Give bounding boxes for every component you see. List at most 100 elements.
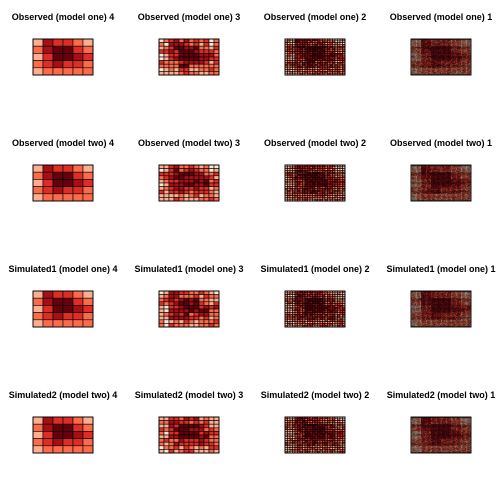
- heatmap-cell: [454, 188, 457, 190]
- heatmap-cell: [439, 185, 442, 187]
- heatmap-cell: [467, 71, 469, 73]
- heatmap-cell: [429, 191, 432, 194]
- heatmap-cell: [464, 43, 467, 45]
- heatmap-cell: [457, 168, 459, 170]
- heatmap-cell: [450, 175, 453, 177]
- heatmap-cell: [462, 170, 464, 172]
- heatmap-cell: [458, 176, 460, 178]
- heatmap-cell: [459, 47, 462, 50]
- heatmap-cell: [419, 175, 422, 177]
- heatmap-cell: [468, 187, 470, 189]
- heatmap-cell: [434, 73, 437, 75]
- heatmap-cell: [464, 71, 467, 73]
- heatmap-cell: [429, 73, 432, 75]
- heatmap-cell: [178, 42, 185, 47]
- heatmap-cell: [432, 64, 434, 67]
- heatmap-cell: [455, 41, 458, 43]
- heatmap-cell: [438, 71, 440, 73]
- heatmap-cell: [420, 183, 423, 185]
- heatmap-cell: [52, 186, 64, 195]
- heatmap-cell: [423, 68, 425, 70]
- heatmap-cell: [459, 167, 462, 169]
- heatmap-cell: [419, 45, 422, 47]
- heatmap-cell: [445, 56, 448, 59]
- heatmap-cell: [208, 197, 215, 202]
- heatmap-cell: [444, 55, 447, 57]
- heatmap-cell: [430, 166, 433, 168]
- heatmap-cell: [178, 67, 185, 72]
- heatmap-cell: [424, 169, 427, 171]
- heatmap-cell: [464, 170, 467, 172]
- heatmap-cell: [443, 43, 445, 45]
- heatmap-cell: [422, 70, 424, 72]
- heatmap-cell: [443, 55, 445, 58]
- heatmap-cell: [464, 197, 467, 199]
- heatmap-cell: [439, 71, 442, 73]
- heatmap-cell: [468, 188, 470, 190]
- heatmap-cell: [415, 187, 418, 189]
- heatmap-cell: [438, 170, 440, 172]
- heatmap-cell: [454, 190, 457, 193]
- heatmap-cell: [454, 46, 457, 49]
- heatmap-cell: [435, 174, 438, 176]
- heatmap-cell: [462, 197, 464, 199]
- heatmap-cell: [439, 59, 442, 61]
- heatmap-cell: [429, 68, 432, 70]
- heatmap-cell: [427, 69, 429, 71]
- heatmap-cell: [213, 42, 220, 47]
- heatmap-cell: [452, 197, 454, 199]
- heatmap-cell: [417, 185, 419, 187]
- heatmap-cell: [435, 45, 438, 47]
- heatmap-cell: [447, 72, 449, 74]
- heatmap-cell: [423, 197, 425, 199]
- heatmap-cell: [454, 170, 457, 172]
- heatmap-cell: [439, 45, 442, 47]
- heatmap-cell: [464, 196, 467, 198]
- heatmap-cell: [423, 185, 425, 187]
- heatmap-cell: [454, 61, 457, 63]
- heatmap-cell: [173, 179, 180, 184]
- heatmap-cell: [447, 172, 449, 175]
- heatmap-cell: [430, 187, 433, 189]
- heatmap-cell: [464, 193, 467, 195]
- heatmap-cell: [437, 63, 439, 65]
- heatmap-cell: [452, 190, 454, 192]
- heatmap-cell: [448, 44, 450, 46]
- heatmap-cell: [438, 67, 440, 69]
- heatmap-cell: [412, 46, 414, 48]
- heatmap-cell: [467, 194, 469, 196]
- heatmap-cell: [428, 187, 430, 189]
- heatmap-cell: [452, 178, 454, 180]
- heatmap-cell: [460, 51, 463, 53]
- heatmap-cell: [458, 196, 460, 198]
- heatmap-cell: [413, 187, 415, 189]
- heatmap-cell: [434, 54, 437, 56]
- heatmap-cell: [438, 60, 440, 62]
- heatmap-cell: [427, 180, 429, 182]
- heatmap-cell: [439, 172, 442, 175]
- heatmap-cell: [462, 61, 464, 63]
- heatmap-cell: [420, 42, 423, 44]
- heatmap-cell: [427, 53, 429, 55]
- heatmap-cell: [208, 42, 215, 47]
- heatmap-cell: [413, 188, 415, 190]
- heatmap-cell: [432, 188, 434, 190]
- heatmap-cell: [460, 72, 463, 74]
- heatmap-cell: [425, 172, 428, 175]
- heatmap-cell: [468, 66, 470, 68]
- heatmap-cell: [447, 173, 449, 176]
- heatmap-cell: [427, 47, 429, 50]
- heatmap-cell: [458, 61, 460, 63]
- heatmap-cell: [433, 170, 435, 172]
- heatmap-cell: [468, 46, 470, 48]
- heatmap-cell: [213, 49, 220, 54]
- heatmap-cell: [444, 70, 447, 72]
- heatmap-cell: [440, 64, 443, 67]
- heatmap-cell: [198, 71, 205, 76]
- heatmap-cell: [419, 191, 422, 194]
- heatmap-cell: [183, 193, 190, 198]
- heatmap-cell: [413, 64, 415, 66]
- heatmap-cell: [420, 172, 423, 174]
- heatmap-cell: [424, 167, 427, 169]
- heatmap-cell: [429, 172, 432, 175]
